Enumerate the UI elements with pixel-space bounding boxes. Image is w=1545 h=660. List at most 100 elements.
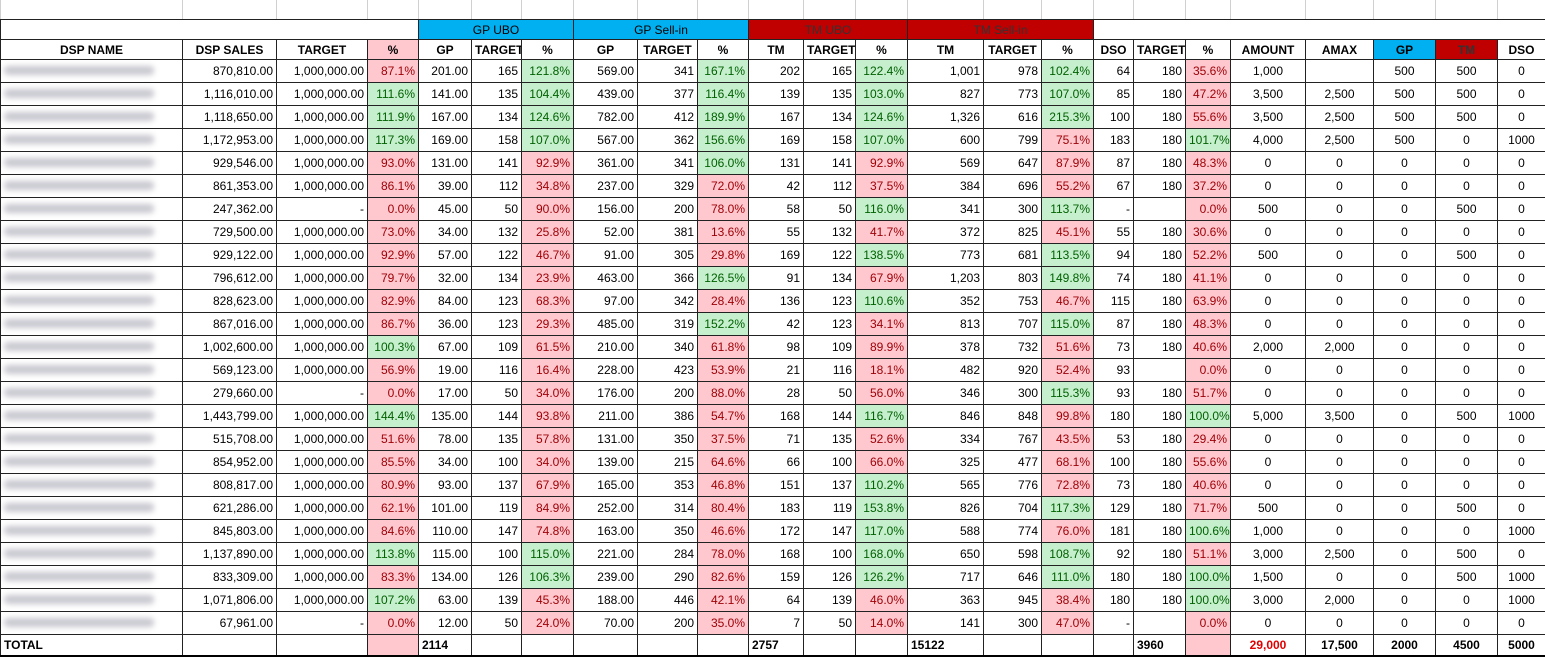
- data-cell: 93.00: [418, 473, 472, 497]
- data-cell: 46.8%: [697, 473, 749, 497]
- data-cell: 165: [471, 59, 522, 83]
- blurred-name: [4, 457, 154, 466]
- data-cell: 796,612.00: [182, 266, 277, 290]
- data-cell: 0: [1305, 174, 1374, 198]
- data-cell: 0: [1230, 427, 1306, 451]
- name-cell: [0, 105, 183, 129]
- data-cell: 729,500.00: [182, 220, 277, 244]
- data-cell: 181: [1093, 519, 1134, 543]
- name-cell: [0, 611, 183, 635]
- data-cell: 50: [803, 197, 856, 221]
- data-cell: 132: [803, 220, 856, 244]
- data-cell: 144.4%: [367, 404, 419, 428]
- group-header: TM Sell-in: [907, 19, 1094, 40]
- data-cell: 1,000: [1230, 59, 1306, 83]
- data-cell: 647: [983, 151, 1042, 175]
- data-cell: 825: [983, 220, 1042, 244]
- empty-cell: [983, 0, 1042, 20]
- data-cell: 122: [471, 243, 522, 267]
- data-cell: 0: [1373, 358, 1436, 382]
- data-cell: 180: [1133, 312, 1186, 336]
- data-cell: 112: [471, 174, 522, 198]
- data-cell: 64.6%: [697, 450, 749, 474]
- empty-cell: [1373, 0, 1436, 20]
- data-cell: 141.00: [418, 82, 472, 106]
- data-cell: 1,000,000.00: [276, 220, 368, 244]
- data-cell: 115: [1093, 289, 1134, 313]
- data-cell: 5,000: [1230, 404, 1306, 428]
- data-cell: -: [276, 197, 368, 221]
- group-header: GP UBO: [418, 19, 574, 40]
- data-cell: 67,961.00: [182, 611, 277, 635]
- data-cell: 100: [1093, 105, 1134, 129]
- data-cell: -: [1093, 197, 1134, 221]
- data-cell: 61.8%: [697, 335, 749, 359]
- data-cell: 515,708.00: [182, 427, 277, 451]
- data-cell: 109: [803, 335, 856, 359]
- data-cell: 2,500: [1305, 82, 1374, 106]
- data-cell: 221.00: [573, 542, 638, 566]
- data-cell: 34.00: [418, 450, 472, 474]
- data-cell: 64: [1093, 59, 1134, 83]
- data-cell: 500: [1373, 59, 1436, 83]
- data-cell: 149.8%: [1041, 266, 1094, 290]
- data-row: 621,286.00 1,000,000.00 62.1% 101.00 119 84.9…: [0, 496, 1545, 520]
- data-cell: 1,001: [907, 59, 984, 83]
- data-cell: 346: [907, 381, 984, 405]
- data-cell: 92.9%: [367, 243, 419, 267]
- empty-cell: [182, 0, 277, 20]
- data-cell: 12.00: [418, 611, 472, 635]
- data-cell: 867,016.00: [182, 312, 277, 336]
- total-cell: [855, 634, 908, 657]
- data-cell: 569.00: [573, 59, 638, 83]
- data-cell: 305: [637, 243, 698, 267]
- data-cell: 40.6%: [1185, 335, 1231, 359]
- data-cell: 2,500: [1305, 128, 1374, 152]
- data-row: 867,016.00 1,000,000.00 86.7% 36.00 123 29.3%…: [0, 312, 1545, 336]
- data-cell: 153.8%: [855, 496, 908, 520]
- data-row: 569,123.00 1,000,000.00 56.9% 19.00 116 16.4%…: [0, 358, 1545, 382]
- data-cell: 50: [803, 381, 856, 405]
- column-header: TARGET: [637, 39, 698, 60]
- data-cell: 0: [1230, 312, 1306, 336]
- column-header: GP: [1373, 39, 1436, 60]
- data-cell: 0: [1230, 473, 1306, 497]
- data-cell: 168.0%: [855, 542, 908, 566]
- data-cell: 4,000: [1230, 128, 1306, 152]
- data-cell: 500: [1435, 105, 1498, 129]
- data-cell: 180: [1093, 404, 1134, 428]
- data-cell: 37.5%: [855, 174, 908, 198]
- data-cell: 180: [1133, 427, 1186, 451]
- data-cell: 1,443,799.00: [182, 404, 277, 428]
- data-cell: 2,000: [1230, 335, 1306, 359]
- data-cell: 352: [907, 289, 984, 313]
- data-cell: 707: [983, 312, 1042, 336]
- data-cell: 588: [907, 519, 984, 543]
- blurred-name: [4, 112, 154, 121]
- data-cell: 0: [1230, 289, 1306, 313]
- column-header: TM: [748, 39, 804, 60]
- data-cell: 202: [748, 59, 804, 83]
- name-cell: [0, 542, 183, 566]
- data-cell: 463.00: [573, 266, 638, 290]
- data-cell: 100: [803, 542, 856, 566]
- empty-cell: [1041, 0, 1094, 20]
- data-cell: 63.9%: [1185, 289, 1231, 313]
- data-cell: 124.6%: [855, 105, 908, 129]
- data-cell: 0.0%: [367, 197, 419, 221]
- data-cell: 0: [1230, 220, 1306, 244]
- data-cell: 144: [803, 404, 856, 428]
- data-cell: 34.0%: [521, 450, 574, 474]
- data-cell: 110.00: [418, 519, 472, 543]
- empty-cell: [855, 0, 908, 20]
- total-cell: [367, 634, 419, 657]
- data-cell: 0: [1497, 243, 1545, 267]
- data-cell: 3,000: [1230, 542, 1306, 566]
- data-cell: 813: [907, 312, 984, 336]
- data-row: 247,362.00-0.0% 45.00 50 90.0% 156.00 200 78.0…: [0, 197, 1545, 221]
- data-cell: 412: [637, 105, 698, 129]
- blurred-name: [4, 273, 154, 282]
- data-cell: 123: [803, 289, 856, 313]
- data-cell: 117.3%: [1041, 496, 1094, 520]
- data-cell: 29.4%: [1185, 427, 1231, 451]
